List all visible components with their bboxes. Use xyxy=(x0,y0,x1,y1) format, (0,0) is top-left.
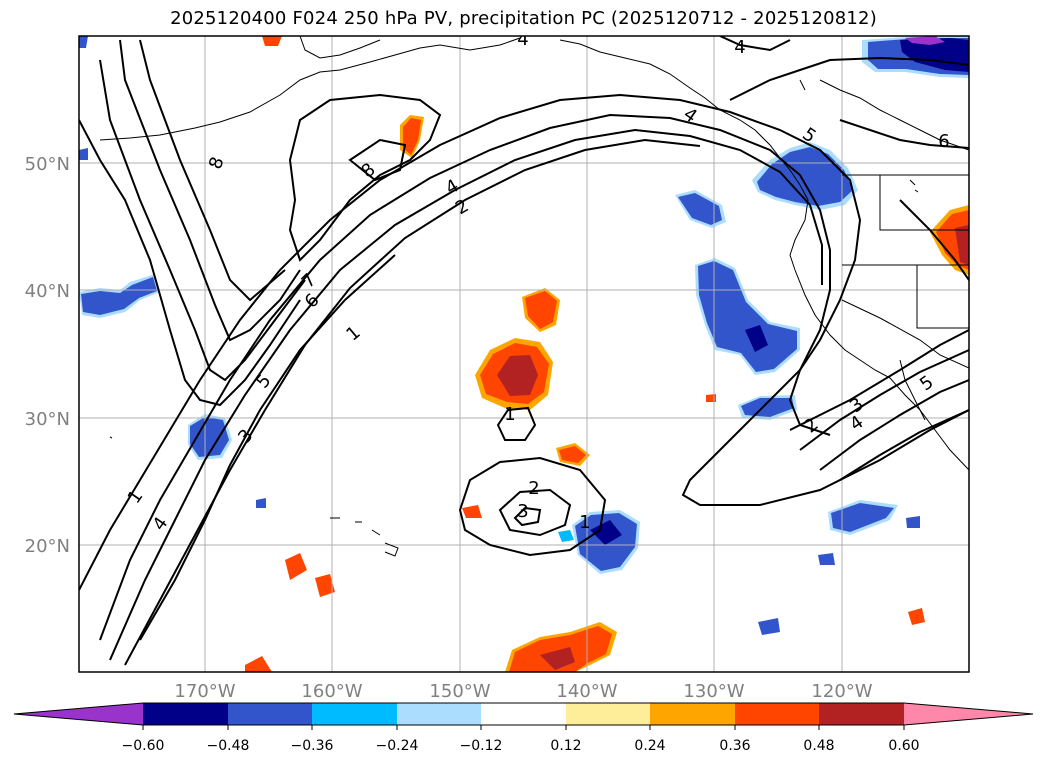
contour-label: 4 xyxy=(734,37,745,58)
lon-label-130w: 130°W xyxy=(683,681,744,702)
colorbar-tick-label: 0.48 xyxy=(803,738,834,754)
colorbar-bin xyxy=(143,703,228,725)
lon-label-120w: 120°W xyxy=(811,681,872,702)
contour-label: 1 xyxy=(504,404,515,425)
lat-label-50: 50°N xyxy=(25,154,70,175)
precip-south-blue xyxy=(558,500,920,635)
contour-label: 3 xyxy=(517,501,528,522)
colorbar-tick-label: −0.12 xyxy=(460,738,503,754)
lat-label-40: 40°N xyxy=(25,281,70,302)
colorbar-extend-high xyxy=(904,703,1033,725)
contour-label: 6 xyxy=(938,131,949,152)
colorbar-bin xyxy=(228,703,312,725)
colorbar-tick-label: 0.24 xyxy=(634,738,665,754)
latitude-labels: 50°N 40°N 30°N 20°N xyxy=(25,154,70,557)
colorbar-bin xyxy=(819,703,904,725)
map-frame xyxy=(78,35,970,673)
colorbar-tick-label: 0.36 xyxy=(719,738,750,754)
precip-south-red xyxy=(505,622,617,672)
contour-label: 1 xyxy=(579,512,590,533)
colorbar-bin xyxy=(481,703,566,725)
lon-label-140w: 140°W xyxy=(556,681,617,702)
colorbar-tick-label: −0.60 xyxy=(122,738,165,754)
colorbar-tick-label: −0.48 xyxy=(207,738,250,754)
lat-label-30: 30°N xyxy=(25,409,70,430)
lon-label-150w: 150°W xyxy=(429,681,490,702)
graticule xyxy=(79,36,969,672)
precip-pacific-northwest xyxy=(752,142,858,210)
colorbar-bin xyxy=(397,703,481,725)
precip-central-red xyxy=(462,288,590,518)
pv-contours xyxy=(79,36,969,666)
colorbar: −0.60 −0.48 −0.36 −0.24 −0.12 0.12 0.24 … xyxy=(13,702,1034,754)
colorbar-tick-label: 0.12 xyxy=(550,738,581,754)
precip-west-red xyxy=(245,36,925,672)
map-title: 2025120400 F024 250 hPa PV, precipitatio… xyxy=(170,8,877,29)
longitude-labels: 170°W 160°W 150°W 140°W 130°W 120°W xyxy=(174,681,872,702)
colorbar-tick-label: −0.24 xyxy=(376,738,419,754)
colorbar-bin xyxy=(650,703,735,725)
colorbar-bin xyxy=(312,703,397,725)
colorbar-tick-label: 0.60 xyxy=(888,738,919,754)
precip-top-right-blue xyxy=(862,36,969,78)
colorbar-bin xyxy=(735,703,819,725)
colorbar-extend-low xyxy=(14,703,143,725)
precip-west-blue xyxy=(79,36,266,508)
precip-oregon-red xyxy=(930,205,969,275)
contour-label: 2 xyxy=(528,478,539,499)
colorbar-tick-label: −0.36 xyxy=(291,738,334,754)
coastlines xyxy=(99,36,969,557)
precip-east-pacific-blue xyxy=(675,190,800,420)
lat-label-20: 20°N xyxy=(25,536,70,557)
colorbar-bin xyxy=(566,703,650,725)
lon-label-170w: 170°W xyxy=(174,681,235,702)
lon-label-160w: 160°W xyxy=(301,681,362,702)
contour-label: 4 xyxy=(517,29,528,50)
